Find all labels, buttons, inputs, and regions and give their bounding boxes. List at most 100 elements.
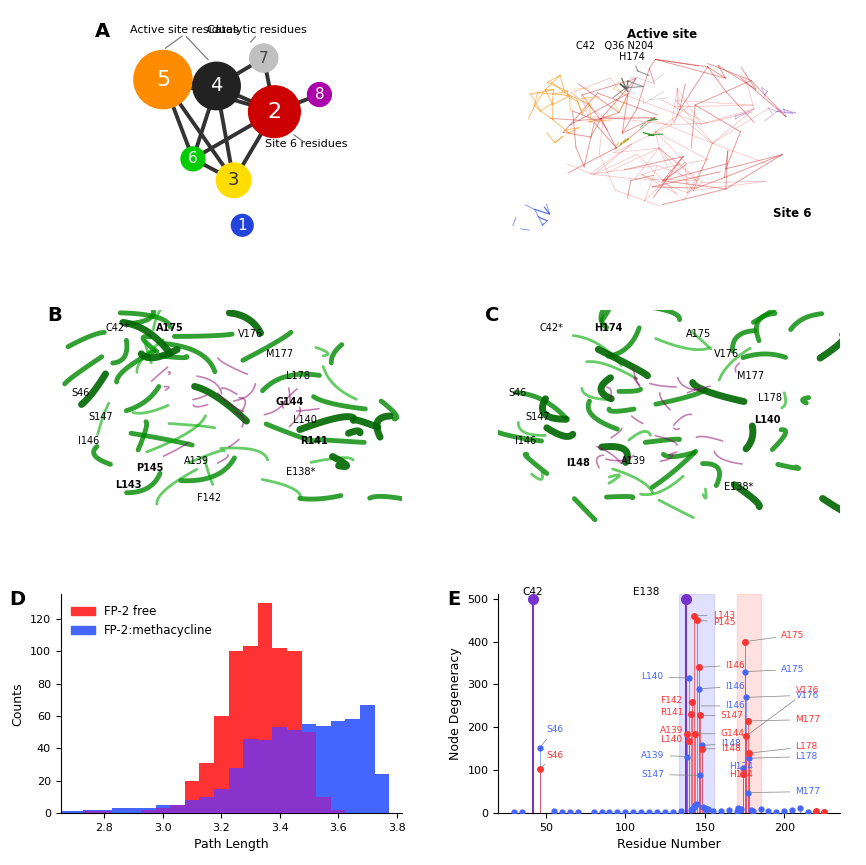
Text: G144: G144 (698, 729, 745, 739)
Bar (258, 740, 273, 813)
Text: E138*: E138* (724, 483, 753, 492)
Bar (680, 594, 714, 813)
Bar (258, 603, 273, 813)
Text: B: B (47, 306, 61, 325)
Circle shape (216, 163, 251, 197)
Text: E: E (447, 590, 460, 609)
Legend: FP-2 free, FP-2:methacycline: FP-2 free, FP-2:methacycline (67, 600, 217, 642)
Y-axis label: Counts: Counts (11, 682, 24, 726)
Bar (171, 805, 184, 813)
Text: S147: S147 (526, 413, 550, 422)
Bar (243, 739, 258, 813)
Text: L178: L178 (758, 393, 782, 403)
Bar (214, 716, 229, 813)
Text: I148: I148 (566, 458, 591, 468)
Circle shape (181, 147, 204, 170)
Bar (97, 810, 112, 813)
Text: L178: L178 (753, 742, 818, 753)
Text: A139: A139 (642, 751, 685, 759)
Bar (97, 811, 112, 813)
Text: V176: V176 (238, 330, 263, 339)
Circle shape (249, 86, 301, 138)
Bar (126, 808, 141, 813)
Text: Active site residues: Active site residues (130, 24, 239, 35)
Bar (331, 721, 346, 813)
Text: S46: S46 (541, 751, 563, 767)
Text: I148: I148 (704, 740, 740, 748)
Circle shape (134, 50, 192, 108)
Text: 2: 2 (268, 102, 281, 122)
Bar (214, 789, 229, 813)
Bar (214, 789, 229, 813)
Bar (375, 774, 390, 813)
Bar (199, 763, 214, 813)
Text: S147: S147 (703, 711, 744, 720)
Y-axis label: Node Degeneracy: Node Degeneracy (449, 647, 462, 760)
Bar (229, 768, 243, 813)
Text: G144: G144 (276, 397, 304, 407)
Text: V176: V176 (714, 349, 739, 359)
Bar (229, 768, 243, 813)
Text: F142: F142 (197, 493, 222, 503)
Text: V176: V176 (748, 687, 819, 734)
Text: I146: I146 (701, 702, 746, 710)
X-axis label: Residue Number: Residue Number (617, 838, 721, 851)
Bar (97, 811, 112, 813)
Text: V176: V176 (749, 690, 819, 700)
Text: C42: C42 (523, 586, 544, 597)
Text: L140: L140 (642, 672, 686, 682)
Text: 5: 5 (156, 69, 170, 90)
Text: M177: M177 (751, 715, 820, 724)
Text: Catalytic residues: Catalytic residues (207, 24, 307, 35)
Bar (229, 651, 243, 813)
Text: L178: L178 (753, 752, 818, 761)
Bar (156, 805, 171, 813)
Text: H174: H174 (728, 762, 753, 772)
Text: M177: M177 (738, 371, 765, 381)
Bar (287, 731, 301, 813)
Text: Site 6 residues: Site 6 residues (265, 139, 348, 149)
Text: L178: L178 (287, 371, 310, 381)
Circle shape (231, 215, 253, 236)
Text: R141: R141 (300, 436, 327, 446)
Text: Site 6: Site 6 (773, 208, 811, 221)
Bar (360, 705, 375, 813)
Text: 1: 1 (237, 218, 247, 233)
Text: S147: S147 (88, 413, 113, 422)
Bar (82, 810, 97, 813)
Text: C42*: C42* (540, 323, 563, 333)
Text: C42   Q36 N204: C42 Q36 N204 (576, 42, 653, 51)
Circle shape (307, 83, 331, 106)
Bar (184, 800, 199, 813)
Text: P145: P145 (700, 618, 735, 627)
Text: A175: A175 (157, 323, 184, 333)
Text: M177: M177 (266, 349, 293, 359)
Bar (301, 732, 316, 813)
Text: I146: I146 (701, 661, 746, 670)
Text: I146: I146 (78, 436, 99, 446)
Text: 3: 3 (228, 171, 239, 189)
Text: H174: H174 (618, 52, 644, 62)
Text: A139: A139 (621, 456, 646, 466)
Bar (171, 805, 184, 813)
Text: H174: H174 (594, 323, 623, 333)
Bar (184, 781, 199, 813)
Text: S46: S46 (71, 388, 89, 398)
Text: S46: S46 (541, 725, 563, 746)
Bar (68, 811, 82, 813)
Bar (141, 810, 156, 813)
Text: I146: I146 (701, 682, 746, 691)
Bar (156, 808, 171, 813)
Text: A139: A139 (184, 456, 209, 466)
Text: R141: R141 (661, 708, 690, 717)
Text: A175: A175 (747, 665, 805, 674)
Text: L140: L140 (661, 735, 689, 744)
Bar (82, 811, 97, 813)
Text: 8: 8 (314, 87, 324, 102)
Text: I146: I146 (515, 436, 537, 446)
Bar (112, 808, 126, 813)
Bar (331, 810, 346, 813)
Bar (243, 646, 258, 813)
Text: 6: 6 (188, 151, 197, 166)
Text: S147: S147 (642, 770, 697, 779)
